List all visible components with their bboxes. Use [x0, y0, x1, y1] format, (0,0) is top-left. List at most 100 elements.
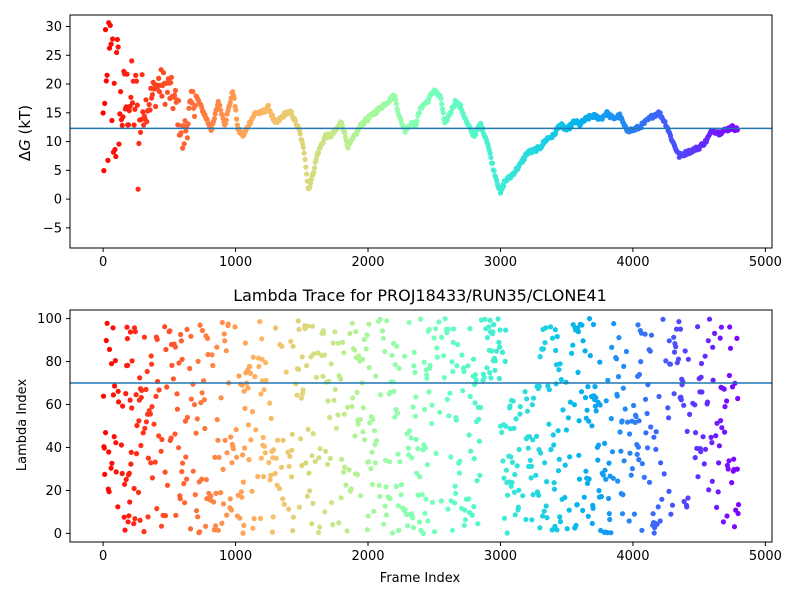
lambda-point — [595, 457, 601, 463]
lambda-point — [416, 519, 422, 525]
lambda-point — [420, 530, 426, 537]
lambda-point — [671, 391, 677, 397]
lambda-point — [134, 422, 140, 429]
lambda-point — [360, 429, 366, 435]
lambda-point — [391, 388, 397, 394]
y-tick-label: 25 — [45, 49, 62, 64]
lambda-point — [242, 445, 248, 451]
lambda-point — [693, 430, 699, 436]
lambda-point — [708, 434, 714, 440]
lambda-point — [335, 412, 341, 418]
lambda-point — [490, 329, 496, 335]
lambda-point — [389, 530, 395, 536]
lambda-point — [636, 457, 642, 463]
lambda-point — [582, 348, 588, 354]
lambda-point — [422, 406, 428, 413]
delta-g-point — [311, 165, 318, 171]
lambda-point — [299, 354, 305, 360]
lambda-point — [409, 455, 415, 461]
lambda-point — [115, 504, 121, 510]
lambda-point — [251, 516, 257, 522]
lambda-point — [641, 474, 647, 480]
delta-g-point — [440, 110, 446, 116]
lambda-point — [422, 445, 428, 451]
lambda-point — [618, 448, 624, 454]
delta-g-point — [129, 58, 135, 64]
lambda-point — [285, 449, 291, 455]
lambda-point — [271, 447, 277, 453]
lambda-point — [281, 501, 287, 507]
lambda-point — [151, 421, 157, 427]
lambda-point — [550, 432, 556, 438]
delta-g-point — [183, 128, 189, 134]
lambda-point — [118, 442, 124, 448]
lambda-point — [106, 449, 112, 455]
lambda-point — [492, 367, 498, 373]
lambda-point — [170, 376, 176, 382]
lambda-point — [536, 383, 543, 389]
lambda-point — [377, 392, 384, 398]
lambda-point — [354, 472, 360, 478]
lambda-point — [379, 328, 386, 334]
y-tick-label: 30 — [45, 20, 62, 35]
lambda-point — [382, 503, 388, 509]
lambda-point — [673, 344, 679, 350]
lambda-point — [223, 348, 229, 354]
delta-g-point — [439, 101, 445, 107]
x-tick-label: 4000 — [616, 549, 649, 564]
lambda-point — [241, 522, 247, 528]
lambda-point — [240, 452, 246, 458]
lambda-point — [560, 407, 566, 413]
delta-g-point — [104, 72, 110, 78]
delta-g-point — [192, 103, 198, 109]
lambda-point — [131, 325, 138, 331]
y-tick-label: 15 — [45, 106, 62, 121]
lambda-point — [352, 433, 358, 439]
lambda-point — [187, 526, 194, 532]
lambda-point — [507, 403, 513, 409]
lambda-point — [685, 495, 691, 501]
lambda-point — [129, 358, 135, 364]
lambda-point — [116, 399, 122, 405]
lambda-point — [355, 421, 361, 427]
lambda-x-axis-label: Frame Index — [380, 571, 461, 586]
lambda-point — [283, 369, 289, 375]
delta-g-panel: 0 1000 2000 3000 4000 5000 −5 0 5 10 15 20 25 30 ΔG … — [16, 14, 782, 270]
lambda-point — [426, 389, 432, 395]
lambda-point — [267, 477, 273, 483]
lambda-point — [427, 362, 433, 368]
lambda-point — [734, 335, 740, 341]
lambda-point — [365, 513, 371, 519]
lambda-point — [615, 478, 621, 484]
lambda-point — [620, 492, 626, 498]
lambda-point — [215, 527, 221, 533]
lambda-point — [667, 361, 674, 367]
lambda-point — [701, 461, 707, 467]
lambda-point — [315, 529, 322, 536]
delta-g-point — [199, 104, 205, 111]
lambda-point — [184, 414, 190, 420]
delta-g-point — [160, 70, 167, 76]
delta-g-point — [118, 89, 124, 95]
lambda-point — [695, 324, 701, 330]
lambda-point — [305, 323, 311, 329]
lambda-point — [199, 390, 205, 396]
y-tick-label: 100 — [37, 312, 62, 327]
lambda-point — [441, 375, 447, 381]
lambda-point — [332, 329, 338, 335]
lambda-point — [135, 489, 142, 495]
delta-g-point — [103, 78, 109, 84]
lambda-point — [557, 514, 563, 520]
lambda-point — [228, 507, 235, 513]
lambda-point — [404, 523, 411, 529]
lambda-point — [102, 430, 109, 436]
lambda-point — [224, 512, 230, 518]
lambda-point — [198, 400, 204, 406]
lambda-point — [213, 490, 219, 496]
lambda-point — [179, 469, 185, 475]
x-tick-label: 5000 — [749, 549, 782, 564]
lambda-point — [653, 446, 659, 452]
lambda-point — [553, 347, 559, 354]
lambda-point — [137, 517, 143, 523]
lambda-point — [504, 530, 510, 536]
